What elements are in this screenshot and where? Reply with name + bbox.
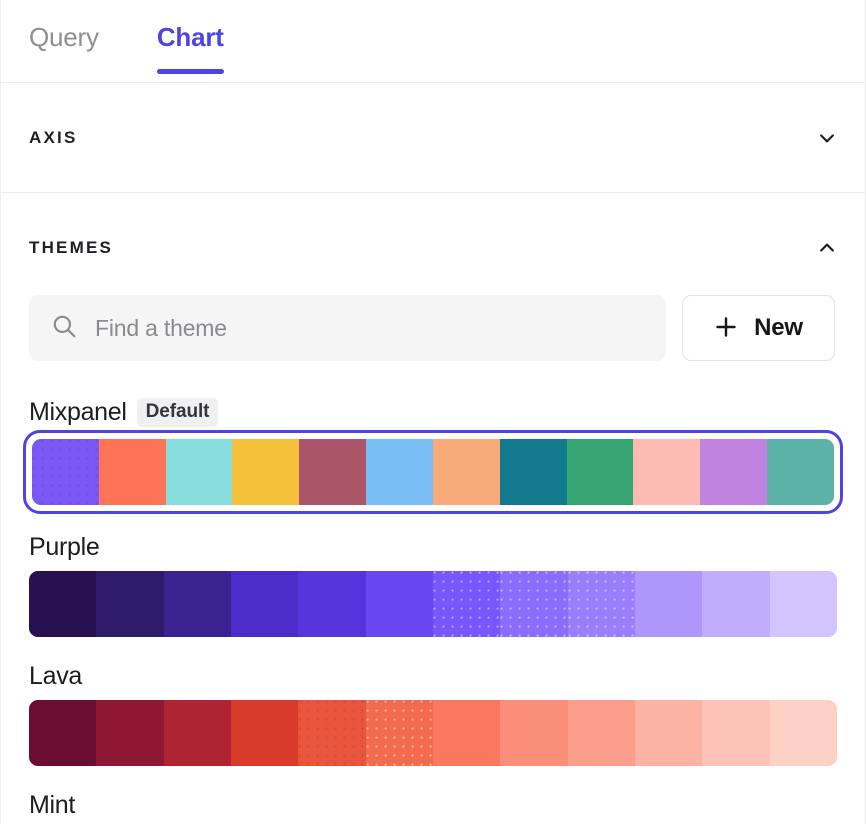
color-swatch[interactable] [365,571,433,637]
color-swatch[interactable] [432,571,501,637]
color-swatch[interactable] [230,700,299,766]
color-swatch[interactable] [366,439,433,505]
color-swatch[interactable] [769,571,837,637]
color-swatch[interactable] [700,439,768,505]
color-swatch[interactable] [767,439,834,505]
color-swatch[interactable] [29,700,97,766]
theme-item[interactable]: Mint [29,790,837,820]
theme-label-row: Mixpanel Default [29,397,837,427]
color-swatch[interactable] [29,571,97,637]
color-swatch[interactable] [634,700,703,766]
section-themes-title: THEMES [29,238,114,257]
new-theme-button[interactable]: New [682,295,835,361]
color-swatch[interactable] [769,700,837,766]
color-swatch[interactable] [500,571,568,637]
theme-name: Purple [29,532,100,561]
search-input[interactable] [95,314,644,342]
section-themes-header[interactable]: THEMES [1,193,865,303]
tab-active-underline [156,69,224,74]
theme-label-row: Mint [29,790,837,820]
theme-swatch-row[interactable] [32,439,834,505]
color-swatch[interactable] [567,700,635,766]
theme-search-row: New [1,295,865,361]
color-swatch[interactable] [566,439,634,505]
theme-name: Mixpanel [29,397,127,426]
theme-label-row: Purple [29,532,837,562]
color-swatch[interactable] [96,700,164,766]
color-swatch[interactable] [432,439,500,505]
tab-query[interactable]: Query [29,18,99,52]
theme-swatch-wrap[interactable] [29,571,837,637]
search-box[interactable] [29,295,666,361]
color-swatch[interactable] [633,439,701,505]
color-swatch[interactable] [232,439,300,505]
color-swatch[interactable] [298,700,366,766]
default-badge: Default [136,397,219,427]
color-swatch[interactable] [702,700,770,766]
color-swatch[interactable] [230,571,299,637]
theme-item[interactable]: Lava [29,661,837,766]
color-swatch[interactable] [299,439,367,505]
color-swatch[interactable] [634,571,703,637]
section-themes: THEMES [1,193,865,820]
chevron-down-icon[interactable] [817,128,837,148]
theme-name: Mint [29,790,76,819]
theme-name: Lava [29,661,83,690]
color-swatch[interactable] [298,571,366,637]
plus-icon [714,315,738,342]
theme-swatch-row[interactable] [29,700,837,766]
color-swatch[interactable] [96,571,164,637]
color-swatch[interactable] [365,700,433,766]
color-swatch[interactable] [499,439,567,505]
tab-chart[interactable]: Chart [156,18,224,74]
theme-label-row: Lava [29,661,837,691]
color-swatch[interactable] [32,439,99,505]
color-swatch[interactable] [567,571,635,637]
section-axis: AXIS [1,83,865,193]
tab-chart-label: Chart [156,22,224,52]
search-icon [51,313,77,344]
color-swatch[interactable] [702,571,770,637]
color-swatch[interactable] [163,571,231,637]
theme-item[interactable]: Purple [29,532,837,637]
color-swatch[interactable] [165,439,233,505]
new-theme-label: New [754,314,803,341]
theme-list: Mixpanel Default Purple Lava Mint [1,397,865,820]
tab-query-label: Query [29,22,99,52]
color-swatch[interactable] [500,700,568,766]
color-swatch[interactable] [98,439,166,505]
theme-swatch-wrap[interactable] [23,430,843,514]
section-axis-header[interactable]: AXIS [1,83,865,193]
tab-bar: Query Chart [1,0,865,83]
chevron-up-icon[interactable] [817,238,837,258]
theme-swatch-row[interactable] [29,571,837,637]
section-axis-title: AXIS [29,128,78,147]
theme-item[interactable]: Mixpanel Default [23,397,843,514]
color-swatch[interactable] [163,700,231,766]
color-swatch[interactable] [432,700,501,766]
theme-swatch-wrap[interactable] [29,700,837,766]
